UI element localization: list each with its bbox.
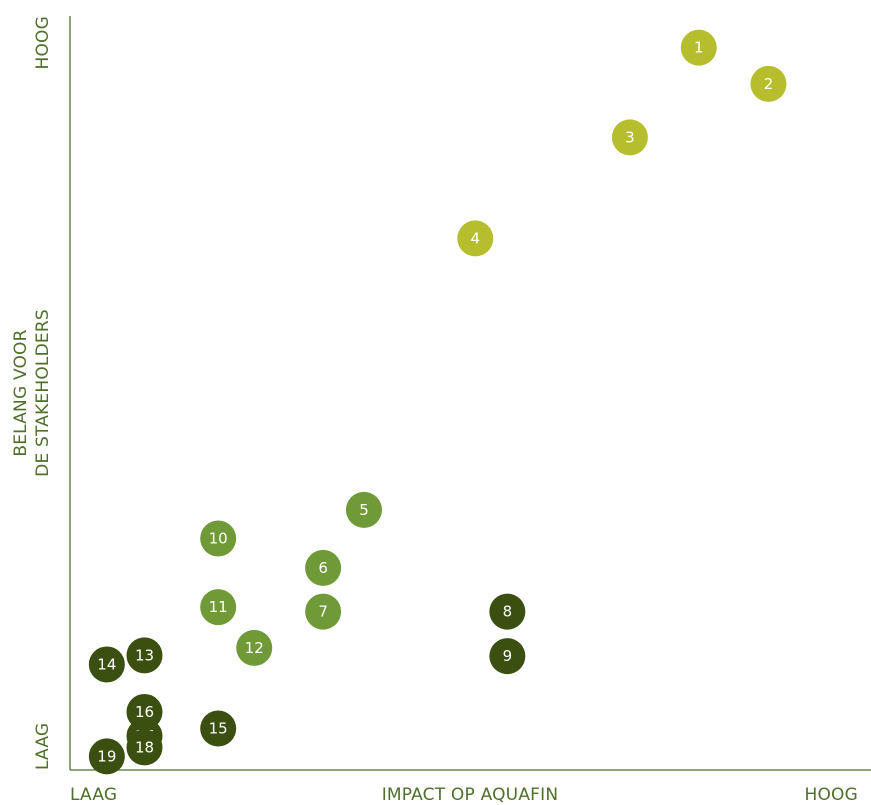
data-point-marker <box>611 119 648 156</box>
data-point-6: 6 <box>305 549 342 586</box>
data-point-13: 13 <box>126 637 163 674</box>
y-axis-title-line-2: DE STAKEHOLDERS <box>33 309 53 477</box>
points-layer: 12345678910111213141516171819 <box>88 29 787 775</box>
data-point-marker <box>750 65 787 102</box>
data-point-marker <box>88 646 125 683</box>
data-point-5: 5 <box>345 491 382 528</box>
data-point-label: 10 <box>209 530 228 548</box>
data-point-15: 15 <box>200 710 237 747</box>
data-point-label: 16 <box>135 703 154 721</box>
data-point-7: 7 <box>305 593 342 630</box>
data-point-label: 3 <box>625 128 635 146</box>
data-point-label: 5 <box>359 501 369 519</box>
data-point-marker <box>680 29 717 66</box>
data-point-12: 12 <box>236 629 273 666</box>
data-point-marker <box>200 589 237 626</box>
data-point-marker <box>200 710 237 747</box>
data-point-marker <box>457 220 494 257</box>
data-point-marker <box>88 738 125 775</box>
data-point-marker <box>345 491 382 528</box>
data-point-18: 18 <box>126 729 163 766</box>
x-axis-low-label: LAAG <box>70 785 117 805</box>
data-point-label: 2 <box>764 75 774 93</box>
data-point-label: 8 <box>503 603 513 621</box>
data-point-label: 19 <box>97 747 116 765</box>
data-point-label: 18 <box>135 738 154 756</box>
data-point-label: 12 <box>245 639 264 657</box>
data-point-marker <box>200 520 237 557</box>
data-point-11: 11 <box>200 589 237 626</box>
data-point-1: 1 <box>680 29 717 66</box>
data-point-label: 4 <box>471 229 481 247</box>
y-axis-high-label: HOOG <box>33 16 53 70</box>
data-point-label: 14 <box>97 655 116 673</box>
data-point-marker <box>126 729 163 766</box>
data-point-10: 10 <box>200 520 237 557</box>
data-point-label: 1 <box>694 39 704 57</box>
data-point-marker <box>305 593 342 630</box>
data-point-marker <box>305 549 342 586</box>
data-point-9: 9 <box>489 638 526 675</box>
data-point-marker <box>126 637 163 674</box>
x-axis-title: IMPACT OP AQUAFIN <box>382 785 559 805</box>
y-axis-low-label: LAAG <box>33 723 53 770</box>
data-point-label: 6 <box>318 559 328 577</box>
data-point-19: 19 <box>88 738 125 775</box>
data-point-label: 15 <box>209 720 228 738</box>
data-point-3: 3 <box>611 119 648 156</box>
y-axis-title-line-1: BELANG VOOR <box>11 329 31 456</box>
x-axis-high-label: HOOG <box>804 785 858 805</box>
data-point-label: 7 <box>318 603 328 621</box>
data-point-marker <box>489 593 526 630</box>
data-point-14: 14 <box>88 646 125 683</box>
data-point-4: 4 <box>457 220 494 257</box>
data-point-label: 13 <box>135 646 154 664</box>
data-point-8: 8 <box>489 593 526 630</box>
data-point-2: 2 <box>750 65 787 102</box>
data-point-label: 9 <box>503 647 513 665</box>
data-point-marker <box>489 638 526 675</box>
data-point-label: 11 <box>209 598 228 616</box>
data-point-marker <box>236 629 273 666</box>
